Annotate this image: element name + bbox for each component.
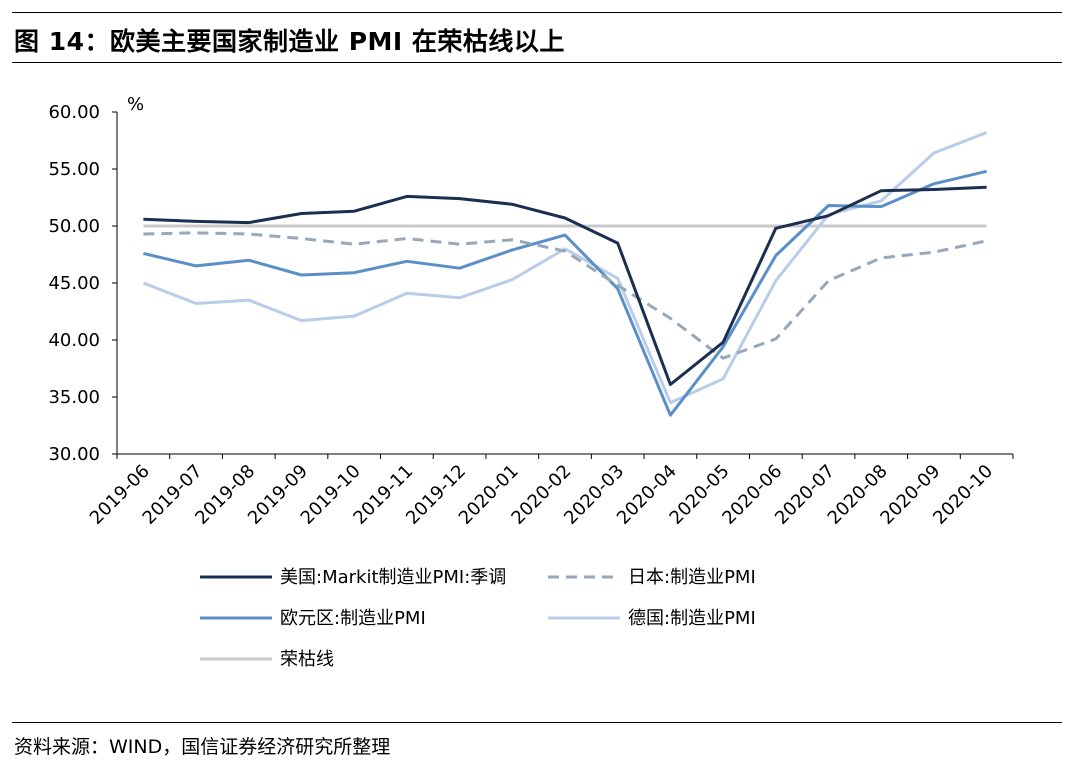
y-tick-label: 30.00 bbox=[48, 444, 100, 465]
y-unit-label: % bbox=[127, 94, 144, 115]
legend-label-3: 德国:制造业PMI bbox=[628, 608, 756, 629]
series-line-0 bbox=[143, 185, 987, 386]
y-tick-label: 35.00 bbox=[48, 387, 100, 408]
series-line-3 bbox=[142, 131, 988, 405]
y-tick-label: 55.00 bbox=[48, 159, 100, 180]
title-rule bbox=[12, 62, 1062, 63]
figure-title: 图 14：欧美主要国家制造业 PMI 在荣枯线以上 bbox=[14, 27, 565, 56]
legend: 美国:Markit制造业PMI:季调 日本:制造业PMI 欧元区:制造业PMI 德国:… bbox=[200, 567, 756, 670]
legend-label-2: 欧元区:制造业PMI bbox=[280, 608, 426, 629]
y-tick-label: 60.00 bbox=[48, 102, 100, 123]
legend-label-1: 日本:制造业PMI bbox=[628, 567, 756, 588]
pmi-line-chart: 30.00 35.00 40.00 45.00 50.00 55.00 60.00% 201… bbox=[48, 94, 1014, 670]
y-tick-label: 45.00 bbox=[48, 273, 100, 294]
y-tick-label: 50.00 bbox=[48, 216, 100, 237]
top-rule bbox=[12, 12, 1062, 13]
series-lines bbox=[142, 131, 988, 417]
source-rule bbox=[12, 722, 1062, 723]
x-axis: 2019-062019-072019-082019-092019-102019-… bbox=[86, 453, 1014, 529]
legend-label-4: 荣枯线 bbox=[280, 649, 334, 670]
series-line-1 bbox=[143, 231, 987, 360]
source-note: 资料来源：WIND，国信证券经济研究所整理 bbox=[14, 736, 391, 758]
legend-label-0: 美国:Markit制造业PMI:季调 bbox=[280, 567, 506, 588]
y-tick-label: 40.00 bbox=[48, 330, 100, 351]
y-axis: 30.00 35.00 40.00 45.00 50.00 55.00 60.00% bbox=[48, 94, 144, 465]
